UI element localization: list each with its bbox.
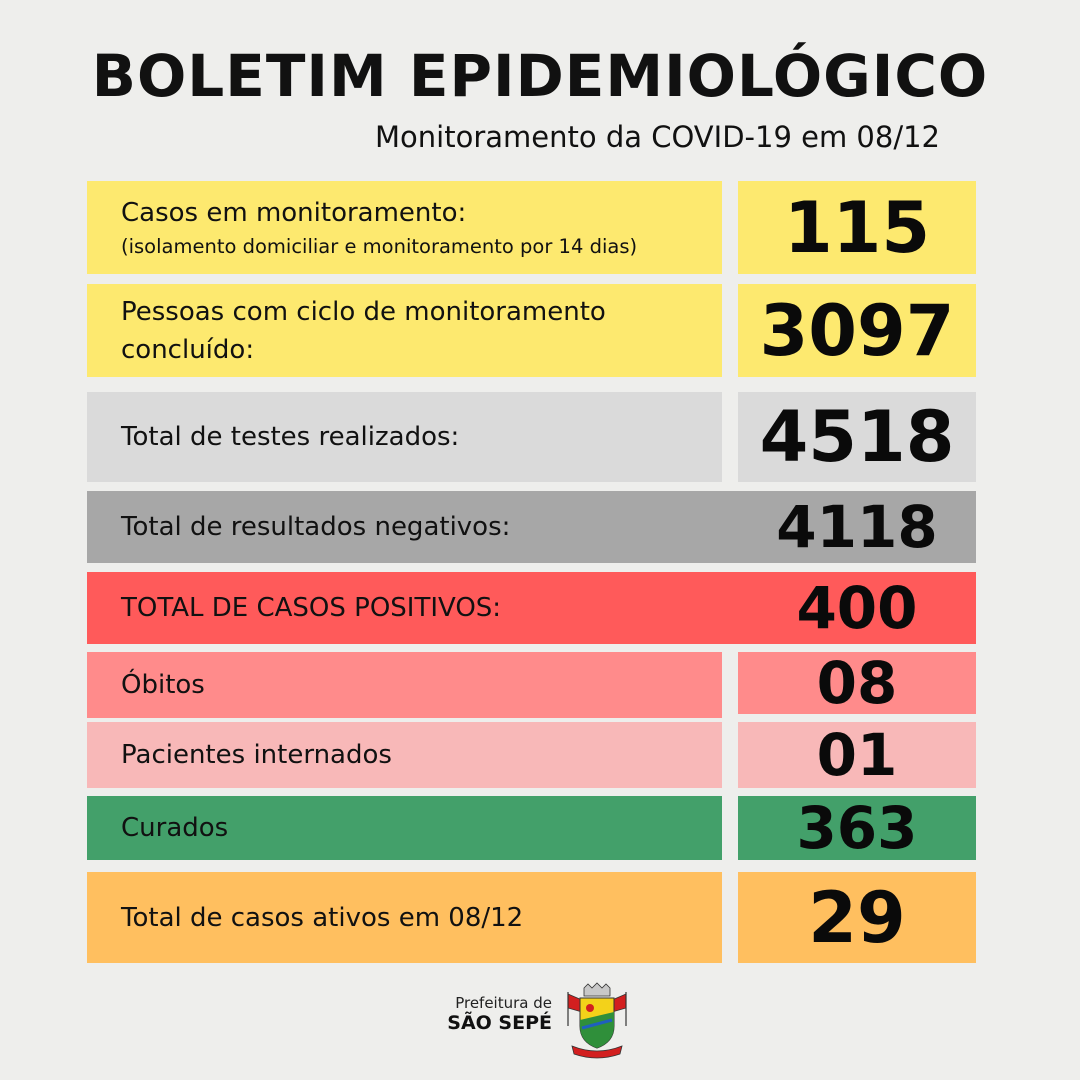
row-concluded-label: Pessoas com ciclo de monitoramento concl… — [87, 284, 722, 377]
row-hospitalized-label: Pacientes internados — [87, 722, 722, 788]
concluded-value: 3097 — [738, 284, 976, 377]
deaths-label: Óbitos — [121, 670, 205, 700]
monitoring-label: Casos em monitoramento: — [121, 197, 467, 228]
logo-prefix: Prefeitura de — [455, 994, 552, 1012]
cured-value: 363 — [738, 794, 976, 862]
monitoring-value: 115 — [738, 181, 976, 274]
negatives-value: 4118 — [776, 493, 938, 561]
row-monitoring-label: Casos em monitoramento: (isolamento domi… — [87, 181, 722, 274]
row-active-label: Total de casos ativos em 08/12 — [87, 872, 722, 963]
positives-value: 400 — [796, 574, 918, 642]
row-negatives-label: Total de resultados negativos: — [87, 491, 976, 563]
row-cured-label: Curados — [87, 796, 722, 860]
row-positives-label: TOTAL DE CASOS POSITIVOS: — [87, 572, 976, 644]
concluded-label-line1: Pessoas com ciclo de monitoramento — [121, 296, 606, 327]
monitoring-sublabel: (isolamento domiciliar e monitoramento p… — [121, 234, 638, 258]
logo-city: SÃO SEPÉ — [447, 1012, 552, 1034]
deaths-value: 08 — [738, 649, 976, 717]
concluded-label-line2: concluído: — [121, 334, 255, 365]
active-value: 29 — [738, 872, 976, 963]
negatives-label: Total de resultados negativos: — [121, 512, 511, 542]
row-deaths-label: Óbitos — [87, 652, 722, 718]
logo-text: Prefeitura de SÃO SEPÉ — [447, 994, 552, 1034]
hospitalized-label: Pacientes internados — [121, 740, 392, 770]
positives-label: TOTAL DE CASOS POSITIVOS: — [121, 593, 502, 623]
tests-label: Total de testes realizados: — [121, 422, 460, 452]
sao-sepe-coat-of-arms-icon — [567, 982, 627, 1059]
cured-label: Curados — [121, 813, 229, 843]
page-title: BOLETIM EPIDEMIOLÓGICO — [91, 42, 989, 110]
active-label: Total de casos ativos em 08/12 — [121, 902, 524, 933]
row-tests-label: Total de testes realizados: — [87, 392, 722, 482]
tests-value: 4518 — [738, 392, 976, 482]
hospitalized-value: 01 — [738, 721, 976, 789]
page-subtitle: Monitoramento da COVID-19 em 08/12 — [375, 120, 940, 154]
prefeitura-logo: Prefeitura de SÃO SEPÉ — [440, 982, 640, 1062]
